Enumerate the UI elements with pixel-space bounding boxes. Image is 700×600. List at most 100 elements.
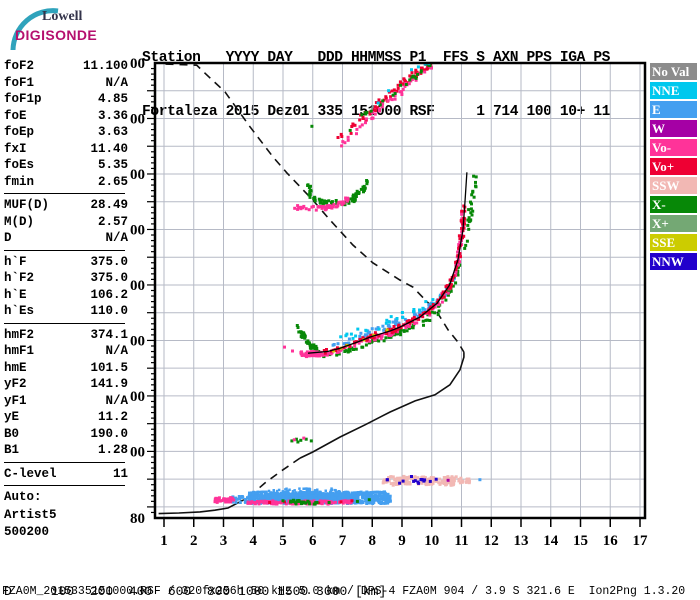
legend-item-x-: X- — [650, 196, 697, 213]
param-value: N/A — [105, 231, 128, 245]
plot-content — [158, 63, 482, 515]
legend-item-w: W — [650, 120, 697, 137]
logo-text-digisonde: DIGISONDE — [15, 27, 98, 43]
param-row-hmf1: hmF1 N/A — [4, 343, 128, 360]
legend-item-nne: NNE — [650, 82, 697, 99]
param-value: 1.28 — [97, 443, 128, 457]
param-row-hes: h`Es 110.0 — [4, 303, 128, 320]
lowell-digisonde-logo: Lowell DIGISONDE — [6, 6, 136, 52]
scaled-parameters-panel: foF2 11.100 foF1 N/A foF1p 4.85 foE 3.36 foEp 3.6… — [4, 58, 128, 542]
param-label: yF2 — [4, 377, 27, 391]
param-row-yf2: yF2 141.9 — [4, 376, 128, 393]
param-label: hmF1 — [4, 344, 35, 358]
y-tick-label: 600 — [130, 222, 145, 238]
param-value: 141.9 — [90, 377, 128, 391]
panel-footer-line: 500200 — [4, 525, 50, 539]
param-row-he: h`E 106.2 — [4, 287, 128, 304]
param-label: hmF2 — [4, 327, 35, 342]
param-row-hmf2: hmF2 374.1 — [4, 327, 128, 344]
param-label: foEs — [4, 158, 35, 172]
panel-footer-line: Auto: — [4, 490, 42, 504]
x-tick-label: 9 — [398, 533, 406, 549]
param-label: yE — [4, 410, 20, 424]
param-value: 11.40 — [90, 141, 128, 156]
param-label: h`F — [4, 254, 27, 269]
x-tick-label: 10 — [424, 533, 439, 549]
param-label: M(D) — [4, 214, 35, 229]
x-tick-label: 2 — [190, 533, 198, 549]
param-value: 11.100 — [82, 59, 128, 73]
param-label: hmE — [4, 360, 27, 375]
param-row-clevel: C-level 11 — [4, 466, 128, 483]
plot-frame — [153, 61, 647, 520]
param-row-hf: h`F 375.0 — [4, 254, 128, 271]
param-value: 5.35 — [97, 158, 128, 172]
legend-item-noval: No Val — [650, 63, 697, 80]
param-value: 3.63 — [97, 125, 128, 139]
param-label: h`E — [4, 287, 27, 302]
param-row-hme: hmE 101.5 — [4, 360, 128, 377]
x-tick-label: 8 — [369, 533, 377, 549]
param-value: 2.57 — [97, 214, 128, 229]
panel-divider — [4, 249, 125, 251]
y-tick-label: 300 — [130, 389, 145, 405]
hprime-trace-line — [307, 172, 468, 354]
legend-item-ssw: SSW — [650, 177, 697, 194]
param-row-d: D N/A — [4, 230, 128, 247]
param-row-fxi: fxI 11.40 — [4, 141, 128, 158]
param-value: 11 — [112, 466, 128, 481]
d-distance-row: D 100 200 400 600 800 1000 1500 3000 [km… — [4, 584, 387, 599]
panel-divider — [4, 461, 125, 463]
profile-f2-solid — [299, 352, 465, 459]
param-label: yF1 — [4, 393, 27, 408]
param-row-fmin: fmin 2.65 — [4, 174, 128, 191]
x-tick-label: 6 — [309, 533, 317, 549]
x-tick-label: 4 — [250, 533, 258, 549]
param-value: 110.0 — [90, 304, 128, 318]
x-tick-label: 17 — [633, 533, 649, 549]
y-tick-label: 800 — [130, 111, 145, 127]
legend-item-nnw: NNW — [650, 253, 697, 270]
x-tick-label: 15 — [573, 533, 588, 549]
panel-divider — [4, 485, 125, 486]
legend-item-sse: SSE — [650, 234, 697, 251]
param-label: fxI — [4, 141, 27, 156]
param-row-hf2: h`F2 375.0 — [4, 270, 128, 287]
param-value: 190.0 — [90, 426, 128, 441]
param-label: MUF(D) — [4, 198, 50, 212]
param-value: N/A — [105, 344, 128, 358]
param-value: 28.49 — [90, 198, 128, 212]
param-value: 375.0 — [90, 271, 128, 285]
param-value: 106.2 — [90, 287, 128, 302]
param-label: foF1p — [4, 92, 42, 106]
param-row-foes: foEs 5.35 — [4, 157, 128, 174]
param-value: N/A — [105, 393, 128, 408]
param-label: D — [4, 231, 12, 245]
param-value: 4.85 — [97, 92, 128, 106]
y-tick-label: 400 — [130, 333, 145, 349]
param-label: B0 — [4, 426, 20, 441]
param-label: foF2 — [4, 59, 35, 73]
param-row-fof2: foF2 11.100 — [4, 58, 128, 75]
param-row-b1: B1 1.28 — [4, 442, 128, 459]
x-tick-label: 5 — [279, 533, 287, 549]
param-row-foe: foE 3.36 — [4, 108, 128, 125]
y-tick-label: 700 — [130, 167, 145, 183]
x-tick-label: 1 — [160, 533, 168, 549]
x-tick-label: 11 — [454, 533, 468, 549]
param-label: B1 — [4, 443, 20, 457]
param-row-yf1: yF1 N/A — [4, 393, 128, 410]
param-row-fof1: foF1 N/A — [4, 75, 128, 92]
param-label: foF1 — [4, 75, 35, 90]
legend-item-x+: X+ — [650, 215, 697, 232]
param-row-md: M(D) 2.57 — [4, 214, 128, 231]
x-tick-label: 3 — [220, 533, 228, 549]
param-row-b0: B0 190.0 — [4, 426, 128, 443]
y-tick-label: 500 — [130, 278, 145, 294]
y-tick-label: 80 — [130, 511, 145, 527]
x-tick-label: 13 — [514, 533, 529, 549]
param-label: C-level — [4, 466, 57, 481]
param-value: N/A — [105, 75, 128, 90]
param-value: 2.65 — [97, 174, 128, 189]
